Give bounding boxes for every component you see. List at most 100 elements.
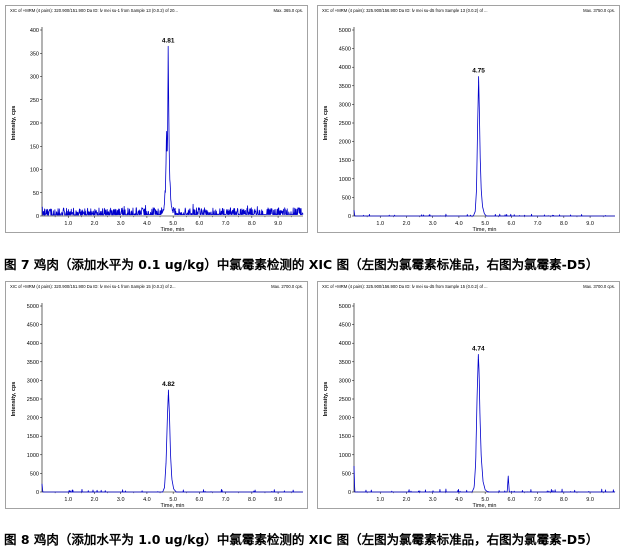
y-tick-label: 150 <box>30 144 39 150</box>
y-tick-label: 250 <box>30 98 39 104</box>
y-tick-label: 2500 <box>339 397 351 403</box>
x-tick-label: 7.0 <box>534 221 542 227</box>
y-tick-label: 3500 <box>339 360 351 366</box>
figure-caption-7: 图 7 鸡肉（添加水平为 0.1 ug/kg）中氯霉素检测的 XIC 图（左图为… <box>4 257 599 272</box>
x-axis-label: Time, min <box>161 227 185 233</box>
peak-retention-time-label: 4.81 <box>162 37 175 44</box>
x-axis-label: Time, min <box>161 503 185 509</box>
x-tick-label: 3.0 <box>117 221 125 227</box>
x-tick-label: 3.0 <box>429 221 437 227</box>
x-tick-label: 9.0 <box>586 221 594 227</box>
x-tick-label: 6.0 <box>196 221 204 227</box>
x-tick-label: 1.0 <box>376 497 384 503</box>
x-tick-label: 7.0 <box>222 497 230 503</box>
peak-retention-time-label: 4.75 <box>472 68 485 75</box>
peak-retention-time-label: 4.74 <box>472 345 485 352</box>
y-tick-label: 2500 <box>27 397 39 403</box>
x-tick-label: 6.0 <box>508 221 516 227</box>
y-tick-label: 400 <box>30 28 39 34</box>
x-tick-label: 9.0 <box>274 221 282 227</box>
x-tick-label: 8.0 <box>560 497 568 503</box>
y-tick-label: 1000 <box>339 453 351 459</box>
y-tick-label: 3500 <box>339 84 351 90</box>
y-tick-label: 4000 <box>27 341 39 347</box>
y-tick-label: 50 <box>33 191 39 197</box>
chart-header: XIC of +MRM (4 pairs): 325.900/156.900 D… <box>322 8 488 13</box>
chart-max-label: Max. 2700.0 cps. <box>271 284 303 289</box>
y-tick-label: 4500 <box>339 47 351 53</box>
y-tick-label: 5000 <box>339 28 351 34</box>
y-tick-label: 300 <box>30 75 39 81</box>
x-tick-label: 5.0 <box>169 221 177 227</box>
y-tick-label: 3000 <box>339 102 351 108</box>
peak-retention-time-label: 4.82 <box>162 381 175 388</box>
chart-frame <box>5 5 308 233</box>
chart-frame <box>317 5 620 233</box>
y-tick-label: 0 <box>36 490 39 496</box>
y-tick-label: 0 <box>36 214 39 220</box>
y-tick-label: 1000 <box>339 177 351 183</box>
y-tick-label: 3500 <box>27 360 39 366</box>
xic-chart-standard-fig7: XIC of +MRM (4 pairs): 320.900/151.900 D… <box>5 5 308 233</box>
y-tick-label: 500 <box>342 471 351 477</box>
y-tick-label: 4000 <box>339 341 351 347</box>
x-tick-label: 8.0 <box>248 497 256 503</box>
chart-max-label: Max. 365.0 cps. <box>273 8 303 13</box>
y-tick-label: 4500 <box>339 323 351 329</box>
x-tick-label: 9.0 <box>586 497 594 503</box>
xic-chart-d5-fig8: XIC of +MRM (4 pairs): 325.900/156.900 D… <box>317 281 620 509</box>
y-tick-label: 2000 <box>339 416 351 422</box>
y-tick-label: 2500 <box>339 121 351 127</box>
xic-chart-standard-fig8: XIC of +MRM (4 pairs): 320.900/151.900 D… <box>5 281 308 509</box>
y-tick-label: 5000 <box>27 304 39 310</box>
chromatogram-trace <box>353 353 616 493</box>
chart-frame <box>317 281 620 509</box>
chart-header: XIC of +MRM (4 pairs): 320.900/151.900 D… <box>10 8 178 13</box>
y-tick-label: 1000 <box>27 453 39 459</box>
x-tick-label: 1.0 <box>376 221 384 227</box>
x-tick-label: 4.0 <box>143 497 151 503</box>
x-tick-label: 5.0 <box>169 497 177 503</box>
chart-max-label: Max. 3700.0 cps. <box>583 284 615 289</box>
y-tick-label: 0 <box>348 214 351 220</box>
y-tick-label: 1500 <box>27 434 39 440</box>
x-tick-label: 7.0 <box>534 497 542 503</box>
x-tick-label: 9.0 <box>274 497 282 503</box>
y-tick-label: 200 <box>30 121 39 127</box>
chromatogram-trace <box>353 76 616 217</box>
y-axis-label: Intensity, cps <box>323 382 329 417</box>
x-tick-label: 4.0 <box>455 221 463 227</box>
y-axis-label: Intensity, cps <box>11 382 17 417</box>
y-tick-label: 1500 <box>339 434 351 440</box>
y-tick-label: 5000 <box>339 304 351 310</box>
y-axis-label: Intensity, cps <box>323 106 329 141</box>
xic-chart-svg: XIC of +MRM (4 pairs): 320.900/151.900 D… <box>5 281 308 509</box>
xic-chart-svg: XIC of +MRM (4 pairs): 320.900/151.900 D… <box>5 5 308 233</box>
x-tick-label: 5.0 <box>481 497 489 503</box>
x-tick-label: 3.0 <box>117 497 125 503</box>
xic-chart-svg: XIC of +MRM (4 pairs): 325.900/156.900 D… <box>317 5 620 233</box>
x-tick-label: 3.0 <box>429 497 437 503</box>
x-tick-label: 8.0 <box>560 221 568 227</box>
figure-caption-8: 图 8 鸡肉（添加水平为 1.0 ug/kg）中氯霉素检测的 XIC 图（左图为… <box>4 532 599 547</box>
x-tick-label: 6.0 <box>196 497 204 503</box>
x-tick-label: 2.0 <box>91 497 99 503</box>
y-tick-label: 0 <box>348 490 351 496</box>
x-tick-label: 1.0 <box>64 221 72 227</box>
x-tick-label: 4.0 <box>143 221 151 227</box>
chart-max-label: Max. 3750.0 cps. <box>583 8 615 13</box>
chromatogram-trace <box>41 45 304 216</box>
y-tick-label: 100 <box>30 168 39 174</box>
y-tick-label: 3000 <box>339 378 351 384</box>
x-tick-label: 8.0 <box>248 221 256 227</box>
y-tick-label: 3000 <box>27 378 39 384</box>
x-tick-label: 5.0 <box>481 221 489 227</box>
y-tick-label: 2000 <box>339 140 351 146</box>
y-tick-label: 4000 <box>339 65 351 71</box>
chart-frame <box>5 281 308 509</box>
y-tick-label: 350 <box>30 51 39 57</box>
x-tick-label: 1.0 <box>64 497 72 503</box>
x-axis-label: Time, min <box>473 503 497 509</box>
x-tick-label: 2.0 <box>403 497 411 503</box>
xic-chart-d5-fig7: XIC of +MRM (4 pairs): 325.900/156.900 D… <box>317 5 620 233</box>
